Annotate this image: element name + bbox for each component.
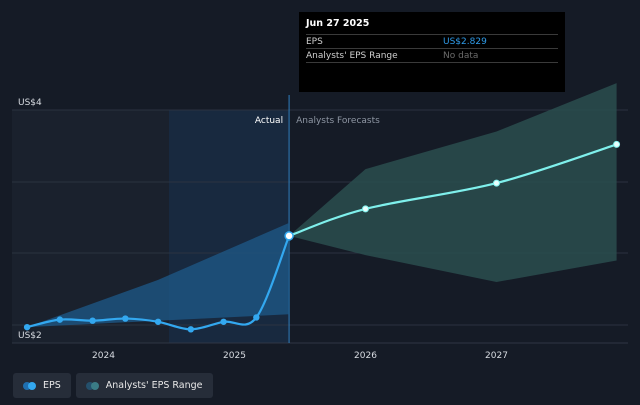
x-tick-2024: 2024: [92, 351, 115, 361]
forecast-point-2[interactable]: [613, 140, 621, 148]
range-areas: [27, 83, 617, 328]
eps-legend-icon: [23, 381, 37, 390]
x-tick-2025: 2025: [223, 351, 246, 361]
range-legend-icon: [85, 381, 100, 390]
forecast-point-1[interactable]: [493, 179, 500, 187]
analysts-eps-range-band: [289, 83, 617, 282]
chart-legend: EPS Analysts' EPS Range: [13, 373, 213, 398]
legend-range-label: Analysts' EPS Range: [105, 380, 203, 391]
axis-labels: US$4 US$2 Actual Analysts Forecasts 2024 2025…: [18, 98, 508, 361]
tooltip-date: Jun 27 2025: [306, 18, 370, 29]
series-points: [23, 140, 621, 333]
eps-point-3[interactable]: [122, 315, 129, 322]
forecast-label: Analysts Forecasts: [296, 116, 380, 126]
legend-item-eps[interactable]: EPS: [13, 373, 71, 398]
eps-point-2[interactable]: [89, 317, 96, 324]
eps-point-4[interactable]: [154, 318, 162, 325]
eps-point-8[interactable]: [284, 231, 294, 241]
eps-point-1[interactable]: [56, 316, 64, 323]
eps-forecast-line: [288, 143, 617, 237]
actual-label: Actual: [255, 116, 283, 126]
eps-point-5[interactable]: [187, 326, 195, 333]
forecast-point-0[interactable]: [362, 205, 369, 213]
x-tick-2027: 2027: [485, 351, 508, 361]
eps-point-6[interactable]: [220, 318, 227, 325]
tooltip-range-value: No data: [443, 50, 479, 61]
tooltip-row-eps: EPS US$2.829: [306, 34, 558, 48]
eps-point-7[interactable]: [253, 314, 260, 321]
x-tick-2026: 2026: [354, 351, 377, 361]
y-label-top: US$4: [18, 98, 42, 108]
hover-tooltip: Jun 27 2025 EPS US$2.829 Analysts' EPS R…: [299, 12, 565, 92]
y-label-bottom: US$2: [18, 331, 42, 341]
eps-point-0[interactable]: [23, 323, 31, 331]
tooltip-eps-value: US$2.829: [443, 36, 487, 47]
tooltip-row-range: Analysts' EPS Range No data: [306, 48, 558, 63]
tooltip-eps-label: EPS: [306, 36, 323, 47]
legend-eps-label: EPS: [43, 380, 61, 391]
legend-item-range[interactable]: Analysts' EPS Range: [75, 373, 213, 398]
past-range-band: [27, 222, 290, 328]
tooltip-range-label: Analysts' EPS Range: [306, 50, 398, 61]
